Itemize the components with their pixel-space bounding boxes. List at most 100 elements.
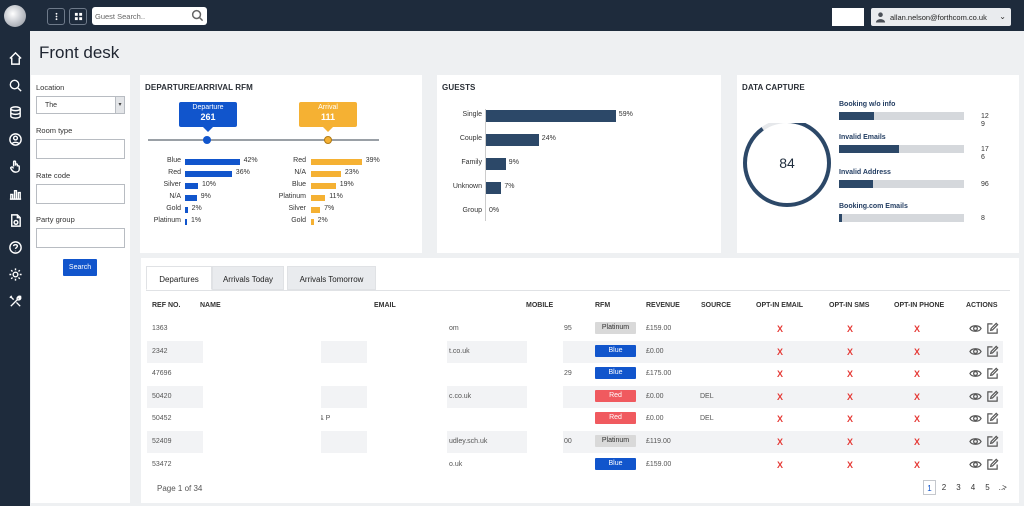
guest-row-label: Unknown	[452, 183, 482, 190]
edit-icon[interactable]	[986, 367, 999, 380]
document-settings-icon[interactable]	[5, 210, 25, 230]
departure-rfm-row-pct: 42%	[243, 157, 258, 164]
eye-icon[interactable]	[969, 435, 982, 448]
rate-code-input[interactable]	[36, 184, 125, 204]
guest-search-input[interactable]	[95, 9, 187, 23]
col-name: NAME	[200, 302, 221, 309]
edit-icon[interactable]	[986, 390, 999, 403]
page-link[interactable]: ...	[998, 483, 1006, 492]
party-group-input[interactable]	[36, 228, 125, 248]
edit-icon[interactable]	[986, 345, 999, 358]
edit-icon[interactable]	[986, 412, 999, 425]
arrival-rfm-bar	[311, 207, 321, 213]
opt-in-phone-cell: X	[914, 437, 921, 447]
table-row[interactable]: 47696 29 Blue £175.00 X X X	[147, 363, 1003, 385]
app-logo[interactable]	[4, 5, 26, 27]
opt-in-sms-cell: X	[847, 369, 854, 380]
page-link[interactable]: 4	[970, 483, 976, 492]
eye-icon[interactable]	[969, 390, 982, 403]
rfm-badge: Blue	[595, 457, 636, 470]
magnifier-icon[interactable]	[191, 9, 204, 22]
arrival-rfm-bar	[311, 171, 341, 177]
page-link[interactable]: 3	[956, 483, 961, 492]
col-opt-in-sms: OPT-IN SMS	[829, 302, 870, 309]
departure-rfm-row-pct: 36%	[235, 169, 250, 176]
revenue-cell: £0.00	[646, 392, 664, 400]
opt-in-phone-cell: X	[914, 414, 921, 425]
search-button[interactable]: Search	[63, 259, 97, 276]
user-menu[interactable]: allan.nelson@forthcom.co.uk ⌄	[871, 8, 1011, 26]
next-page-button[interactable]: >	[1002, 483, 1007, 492]
more-options-icon[interactable]	[47, 8, 65, 25]
grid-view-icon[interactable]	[69, 8, 87, 25]
table-row[interactable]: 52409 udley.sch.uk 00 Platinum £119.00 X X X	[147, 431, 1003, 453]
hand-pointer-icon[interactable]	[5, 156, 25, 176]
help-icon[interactable]	[5, 237, 25, 257]
tab-arrivals-tomorrow[interactable]: Arrivals Tomorrow	[287, 266, 376, 290]
source-cell: DEL	[700, 415, 714, 423]
arrival-rfm-row-pct: 11%	[329, 193, 343, 200]
col-revenue: REVENUE	[646, 302, 680, 309]
page-link[interactable]: 1	[923, 480, 936, 495]
arrival-slider-handle[interactable]	[324, 136, 332, 144]
departure-rfm-row-label: N/A	[169, 193, 181, 200]
eye-icon[interactable]	[969, 345, 982, 358]
opt-in-phone-cell: X	[914, 346, 921, 357]
table-row[interactable]: 50420 c.co.uk Red £0.00 DEL X X X	[147, 385, 1003, 408]
location-select[interactable]: The ▾	[36, 96, 125, 114]
eye-icon[interactable]	[969, 322, 982, 335]
guests-title: GUESTS	[442, 83, 476, 92]
table-row[interactable]: 50452 & P Red £0.00 DEL X X X	[147, 408, 1003, 430]
data-capture-track	[839, 214, 964, 222]
data-capture-value: 6	[981, 154, 985, 161]
eye-icon[interactable]	[969, 412, 982, 425]
departure-rfm-row: N/A 9%	[140, 193, 420, 203]
guest-bar	[486, 182, 502, 194]
edit-icon[interactable]	[986, 458, 999, 471]
departure-slider-handle[interactable]	[203, 136, 211, 144]
data-capture-gauge	[743, 123, 831, 207]
dropdown-arrow-icon[interactable]: ▾	[115, 97, 124, 113]
departure-rfm-row-label: Blue	[166, 157, 181, 164]
guest-bar	[486, 134, 539, 146]
ref-no-cell: 50420	[152, 392, 172, 400]
guest-row: Group 0%	[437, 206, 717, 218]
gear-icon[interactable]	[5, 264, 25, 284]
arrival-rfm-row-label: Blue	[291, 181, 306, 188]
guest-bar	[486, 158, 506, 170]
rfm-badge: Blue	[595, 344, 636, 357]
opt-in-phone-cell: X	[914, 324, 921, 334]
bar-chart-icon[interactable]	[5, 183, 25, 203]
page-link[interactable]: 5	[985, 483, 990, 492]
tab-departures[interactable]: Departures	[146, 266, 212, 290]
home-icon[interactable]	[5, 48, 25, 68]
arrival-rfm-row: Platinum 11%	[140, 193, 420, 203]
guest-row-pct: 59%	[618, 111, 633, 118]
departure-rfm-bar	[185, 183, 198, 189]
arrival-rfm-row-pct: 39%	[365, 157, 380, 164]
user-circle-icon[interactable]	[5, 129, 25, 149]
page-link[interactable]: 2	[941, 483, 947, 492]
table-row[interactable]: 2342 t.co.uk Blue £0.00 X X X	[147, 340, 1003, 363]
opt-in-sms-cell: X	[847, 391, 854, 402]
edit-icon[interactable]	[986, 322, 999, 335]
table-row[interactable]: 53472 o.uk Blue £159.00 X X X	[147, 454, 1003, 476]
departure-rfm-bar	[185, 171, 232, 177]
guest-row: Family 9%	[437, 158, 717, 170]
eye-icon[interactable]	[969, 458, 982, 471]
tools-icon[interactable]	[5, 291, 25, 311]
database-icon[interactable]	[5, 102, 25, 122]
mobile-cell: 95	[564, 325, 572, 332]
table-row[interactable]: 1363 om 95 Platinum £159.00 X X X	[147, 318, 1003, 340]
tab-arrivals-today[interactable]: Arrivals Today	[212, 266, 284, 290]
departures-panel: Departures Arrivals Today Arrivals Tomor…	[141, 258, 1019, 503]
edit-icon[interactable]	[986, 435, 999, 448]
room-type-input[interactable]	[36, 139, 125, 159]
col-email: EMAIL	[374, 302, 396, 309]
departure-rfm-bar	[185, 195, 197, 201]
rfm-card: DEPARTURE/ARRIVAL RFM Departure 261 Arri…	[140, 75, 422, 253]
arrival-rfm-row-label: Silver	[288, 205, 306, 212]
search-icon[interactable]	[5, 75, 25, 95]
departure-rfm-row-label: Gold	[166, 205, 181, 212]
eye-icon[interactable]	[969, 367, 982, 380]
